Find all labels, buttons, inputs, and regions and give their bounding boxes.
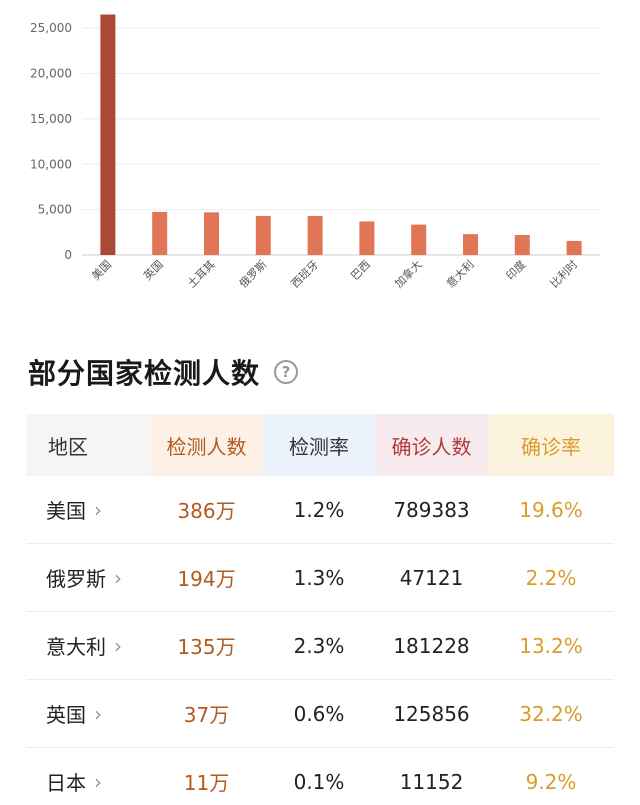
test-rate-cell: 0.6% — [293, 701, 345, 726]
confirm-rate-cell: 19.6% — [519, 497, 583, 522]
region-cell[interactable]: 美国 › — [26, 476, 150, 543]
confirmed-cell: 181228 — [393, 633, 470, 658]
x-tick-label: 西班牙 — [289, 258, 322, 291]
x-tick-label: 比利时 — [548, 258, 581, 291]
bar[interactable] — [514, 235, 530, 255]
x-tick-label: 俄罗斯 — [237, 258, 270, 291]
y-tick-label: 0 — [64, 248, 72, 262]
chevron-right-icon: › — [94, 701, 102, 726]
region-cell[interactable]: 英国 › — [26, 680, 150, 747]
header-confirmed[interactable]: 确诊人数 — [375, 414, 488, 476]
header-confirm-rate[interactable]: 确诊率 — [488, 414, 614, 476]
confirmed-cell: 789383 — [393, 497, 470, 522]
region-name: 意大利 — [46, 635, 106, 659]
region-cell[interactable]: 俄罗斯 › — [26, 544, 150, 611]
region-cell[interactable]: 意大利 › — [26, 612, 150, 679]
chevron-right-icon: › — [94, 497, 102, 522]
header-region[interactable]: 地区 — [26, 414, 150, 476]
region-name: 日本 — [46, 771, 86, 795]
header-test-rate[interactable]: 检测率 — [263, 414, 375, 476]
x-tick-label: 加拿大 — [392, 257, 425, 290]
tested-cell: 135万 — [177, 635, 236, 659]
y-tick-label: 5,000 — [38, 203, 72, 217]
x-tick-label: 英国 — [140, 257, 165, 282]
region-name: 英国 — [46, 703, 86, 727]
confirm-rate-cell: 9.2% — [525, 769, 577, 794]
test-rate-cell: 1.3% — [293, 565, 345, 590]
confirmed-cell: 47121 — [399, 565, 464, 590]
bar[interactable] — [152, 211, 168, 255]
table-row[interactable]: 英国 › 37万 0.6% 125856 32.2% — [26, 680, 614, 748]
tested-cell: 37万 — [183, 703, 230, 727]
table-header: 地区 检测人数 检测率 确诊人数 确诊率 — [26, 414, 614, 476]
y-tick-label: 25,000 — [30, 21, 72, 35]
y-tick-label: 15,000 — [30, 112, 72, 126]
question-circle-icon[interactable]: ? — [274, 360, 299, 384]
y-tick-label: 20,000 — [30, 67, 72, 81]
tested-cell: 11万 — [183, 771, 230, 795]
section-title: 部分国家检测人数 — [28, 357, 261, 390]
table-row[interactable]: 俄罗斯 › 194万 1.3% 47121 2.2% — [26, 544, 614, 612]
bar[interactable] — [255, 215, 271, 255]
bar[interactable] — [307, 215, 323, 255]
table-row[interactable]: 日本 › 11万 0.1% 11152 9.2% — [26, 748, 614, 805]
bar[interactable] — [463, 234, 478, 255]
test-rate-cell: 2.3% — [293, 633, 345, 658]
x-tick-label: 美国 — [89, 258, 114, 283]
bar[interactable] — [359, 221, 375, 255]
bar-chart-svg: 0 5,000 10,000 15,000 20,000 25,000 美国 英国 土耳其 俄罗斯… — [30, 14, 600, 291]
bar[interactable] — [566, 240, 582, 255]
bar-chart: 0 5,000 10,000 15,000 20,000 25,000 美国 英国 土耳其 俄罗斯… — [0, 0, 640, 320]
confirm-rate-cell: 2.2% — [525, 565, 577, 590]
confirm-rate-cell: 32.2% — [519, 701, 583, 726]
tested-cell: 194万 — [177, 567, 236, 591]
section-header: 部分国家检测人数 ? — [28, 352, 299, 392]
tested-cell: 386万 — [177, 499, 236, 523]
bar[interactable] — [411, 224, 427, 255]
region-cell[interactable]: 日本 › — [26, 748, 150, 805]
x-tick-label: 土耳其 — [185, 258, 218, 291]
region-name: 俄罗斯 — [46, 567, 106, 591]
region-name: 美国 — [46, 499, 86, 523]
testing-table: 地区 检测人数 检测率 确诊人数 确诊率 美国 › 386万 1.2% 78938… — [26, 414, 614, 805]
x-tick-label: 巴西 — [348, 258, 373, 283]
chevron-right-icon: › — [94, 769, 102, 794]
chevron-right-icon: › — [114, 633, 122, 658]
test-rate-cell: 0.1% — [293, 769, 345, 794]
x-tick-label: 印度 — [503, 257, 528, 282]
x-tick-label: 意大利 — [443, 257, 476, 290]
y-tick-label: 10,000 — [30, 157, 72, 171]
bar[interactable] — [100, 14, 116, 256]
table-row[interactable]: 美国 › 386万 1.2% 789383 19.6% — [26, 476, 614, 544]
bar[interactable] — [204, 212, 219, 255]
confirmed-cell: 11152 — [399, 769, 464, 794]
test-rate-cell: 1.2% — [293, 497, 345, 522]
header-tested[interactable]: 检测人数 — [150, 414, 263, 476]
confirm-rate-cell: 13.2% — [519, 633, 583, 658]
chevron-right-icon: › — [114, 565, 122, 590]
table-row[interactable]: 意大利 › 135万 2.3% 181228 13.2% — [26, 612, 614, 680]
confirmed-cell: 125856 — [393, 701, 470, 726]
